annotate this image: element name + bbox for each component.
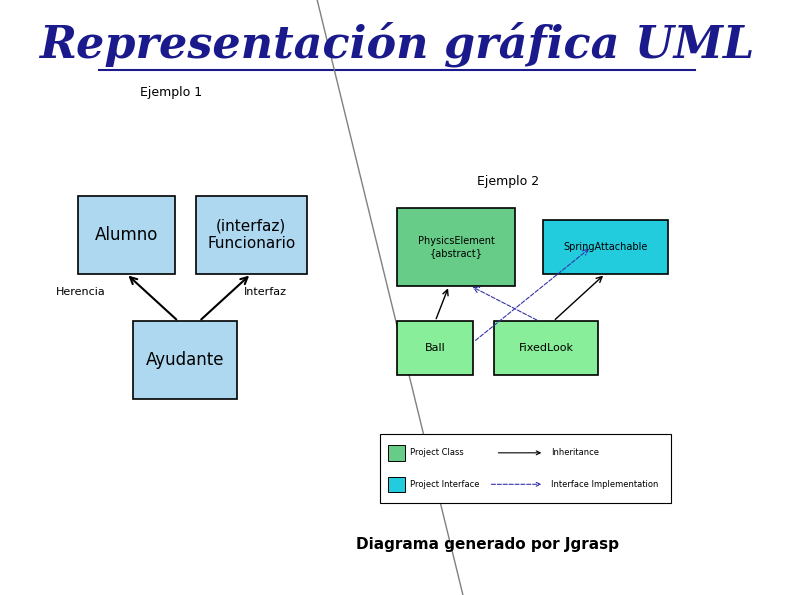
Text: Alumno: Alumno [94,226,158,244]
Text: Ball: Ball [425,343,445,353]
Text: Interfaz: Interfaz [245,287,287,296]
Text: PhysicsElement
{abstract}: PhysicsElement {abstract} [418,236,495,258]
FancyBboxPatch shape [133,321,237,399]
FancyBboxPatch shape [380,434,671,503]
Text: Diagrama generado por Jgrasp: Diagrama generado por Jgrasp [356,537,619,552]
Text: Ejemplo 2: Ejemplo 2 [477,175,539,188]
Text: Inheritance: Inheritance [551,448,599,458]
FancyBboxPatch shape [388,445,405,461]
FancyBboxPatch shape [397,321,473,375]
FancyBboxPatch shape [543,220,668,274]
Text: FixedLook: FixedLook [518,343,574,353]
FancyBboxPatch shape [78,196,175,274]
Text: Project Interface: Project Interface [410,480,480,489]
Text: Ayudante: Ayudante [146,351,225,369]
Text: Representación gráfica UML: Representación gráfica UML [40,22,754,67]
Text: Herencia: Herencia [56,287,106,296]
FancyBboxPatch shape [388,477,405,492]
Text: Interface Implementation: Interface Implementation [551,480,658,489]
Text: (interfaz)
Funcionario: (interfaz) Funcionario [207,219,295,251]
Text: SpringAttachable: SpringAttachable [563,242,647,252]
Text: Project Class: Project Class [410,448,464,458]
FancyBboxPatch shape [195,196,306,274]
FancyBboxPatch shape [494,321,599,375]
Text: Ejemplo 1: Ejemplo 1 [141,86,202,99]
FancyBboxPatch shape [397,208,515,286]
